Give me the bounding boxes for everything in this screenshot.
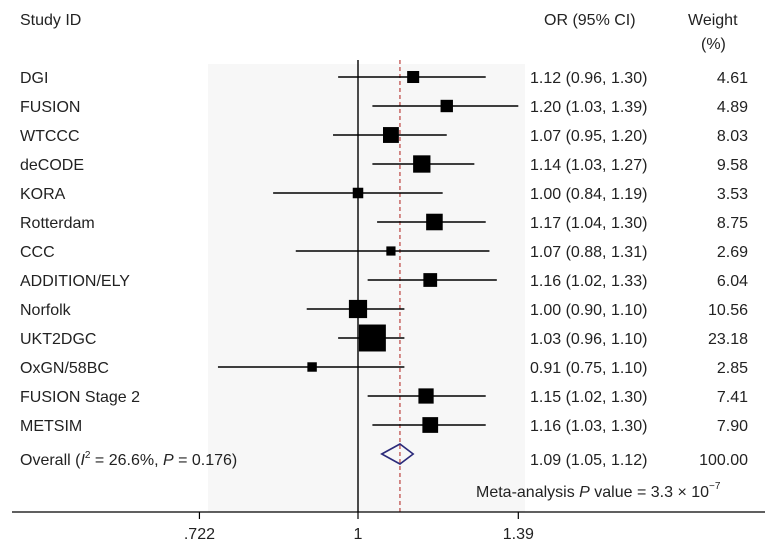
header-weight: Weight	[688, 12, 738, 29]
study-or-ci: 1.16 (1.02, 1.33)	[530, 273, 647, 290]
weight-square	[386, 246, 396, 256]
study-weight: 2.85	[717, 360, 748, 377]
study-weight: 7.90	[717, 418, 748, 435]
study-or-ci: 1.17 (1.04, 1.30)	[530, 215, 647, 232]
study-label: METSIM	[20, 418, 82, 435]
overall-or-ci: 1.09 (1.05, 1.12)	[530, 452, 647, 469]
study-weight: 4.89	[717, 99, 748, 116]
study-row-dgi: DGI 1.12 (0.96, 1.30) 4.61	[20, 70, 748, 87]
weight-square	[413, 155, 431, 173]
study-label: deCODE	[20, 157, 84, 174]
study-row-kora: KORA 1.00 (0.84, 1.19) 3.53	[20, 186, 748, 203]
x-tick-label: .722	[184, 526, 215, 543]
study-rows: DGI 1.12 (0.96, 1.30) 4.61 FUSION 1.20 (1.03…	[20, 70, 748, 435]
study-label: WTCCC	[20, 128, 80, 145]
study-label: KORA	[20, 186, 66, 203]
weight-square	[307, 362, 317, 372]
weight-square	[352, 187, 364, 199]
study-or-ci: 1.12 (0.96, 1.30)	[530, 70, 647, 87]
header-study-id: Study ID	[20, 12, 81, 29]
study-label: DGI	[20, 70, 48, 87]
study-weight: 8.75	[717, 215, 748, 232]
study-weight: 7.41	[717, 389, 748, 406]
study-or-ci: 1.00 (0.84, 1.19)	[530, 186, 647, 203]
study-or-ci: 1.00 (0.90, 1.10)	[530, 302, 647, 319]
overall-label: Overall (I2 = 26.6%, P = 0.176)	[20, 450, 237, 469]
study-weight: 10.56	[708, 302, 748, 319]
study-row-oxgn-58bc: OxGN/58BC 0.91 (0.75, 1.10) 2.85	[20, 360, 748, 377]
study-row-decode: deCODE 1.14 (1.03, 1.27) 9.58	[20, 155, 748, 174]
study-weight: 23.18	[708, 331, 748, 348]
study-row-fusion: FUSION 1.20 (1.03, 1.39) 4.89	[20, 99, 748, 116]
study-or-ci: 1.03 (0.96, 1.10)	[530, 331, 647, 348]
weight-square	[383, 127, 399, 143]
study-row-wtccc: WTCCC 1.07 (0.95, 1.20) 8.03	[20, 127, 748, 145]
study-or-ci: 0.91 (0.75, 1.10)	[530, 360, 647, 377]
study-weight: 8.03	[717, 128, 748, 145]
weight-square	[407, 70, 420, 84]
study-weight: 9.58	[717, 157, 748, 174]
study-weight: 4.61	[717, 70, 748, 87]
weight-square	[348, 299, 368, 319]
study-row-addition-ely: ADDITION/ELY 1.16 (1.02, 1.33) 6.04	[20, 273, 748, 290]
study-or-ci: 1.20 (1.03, 1.39)	[530, 99, 647, 116]
study-row-ukt2dgc: UKT2DGC 1.03 (0.96, 1.10) 23.18	[20, 324, 748, 352]
study-label: FUSION	[20, 99, 80, 116]
study-or-ci: 1.07 (0.95, 1.20)	[530, 128, 647, 145]
overall-row: Overall (I2 = 26.6%, P = 0.176) 1.09 (1.…	[20, 443, 748, 469]
weight-square	[422, 417, 439, 433]
overall-weight: 100.00	[699, 452, 748, 469]
weight-square	[426, 213, 443, 231]
study-or-ci: 1.15 (1.02, 1.30)	[530, 389, 647, 406]
overall-diamond	[380, 443, 415, 465]
study-row-ccc: CCC 1.07 (0.88, 1.31) 2.69	[20, 244, 748, 261]
study-label: ADDITION/ELY	[20, 273, 130, 290]
study-label: Norfolk	[20, 302, 72, 319]
weight-square	[418, 388, 434, 404]
study-weight: 2.69	[717, 244, 748, 261]
study-label: OxGN/58BC	[20, 360, 109, 377]
study-label: UKT2DGC	[20, 331, 96, 348]
x-axis-ticks: .722 1 1.39	[184, 512, 534, 543]
study-label: CCC	[20, 244, 55, 261]
study-weight: 6.04	[717, 273, 748, 290]
weight-square	[423, 273, 438, 287]
study-or-ci: 1.14 (1.03, 1.27)	[530, 157, 647, 174]
weight-square	[440, 99, 453, 113]
study-weight: 3.53	[717, 186, 748, 203]
x-tick-label: 1.39	[503, 526, 534, 543]
study-or-ci: 1.07 (0.88, 1.31)	[530, 244, 647, 261]
weight-square	[358, 324, 386, 352]
x-tick-label: 1	[354, 526, 363, 543]
meta-analysis-p-value: Meta-analysis P value = 3.3 × 10−7	[476, 481, 721, 501]
study-or-ci: 1.16 (1.03, 1.30)	[530, 418, 647, 435]
header-or-ci: OR (95% CI)	[544, 12, 636, 29]
plot-background	[208, 64, 525, 512]
study-label: FUSION Stage 2	[20, 389, 140, 406]
study-row-metsim: METSIM 1.16 (1.03, 1.30) 7.90	[20, 417, 748, 435]
study-row-norfolk: Norfolk 1.00 (0.90, 1.10) 10.56	[20, 299, 748, 319]
study-row-rotterdam: Rotterdam 1.17 (1.04, 1.30) 8.75	[20, 213, 748, 232]
header-weight-unit: (%)	[701, 36, 726, 53]
study-label: Rotterdam	[20, 215, 95, 232]
study-row-fusion-stage-2: FUSION Stage 2 1.15 (1.02, 1.30) 7.41	[20, 388, 748, 406]
